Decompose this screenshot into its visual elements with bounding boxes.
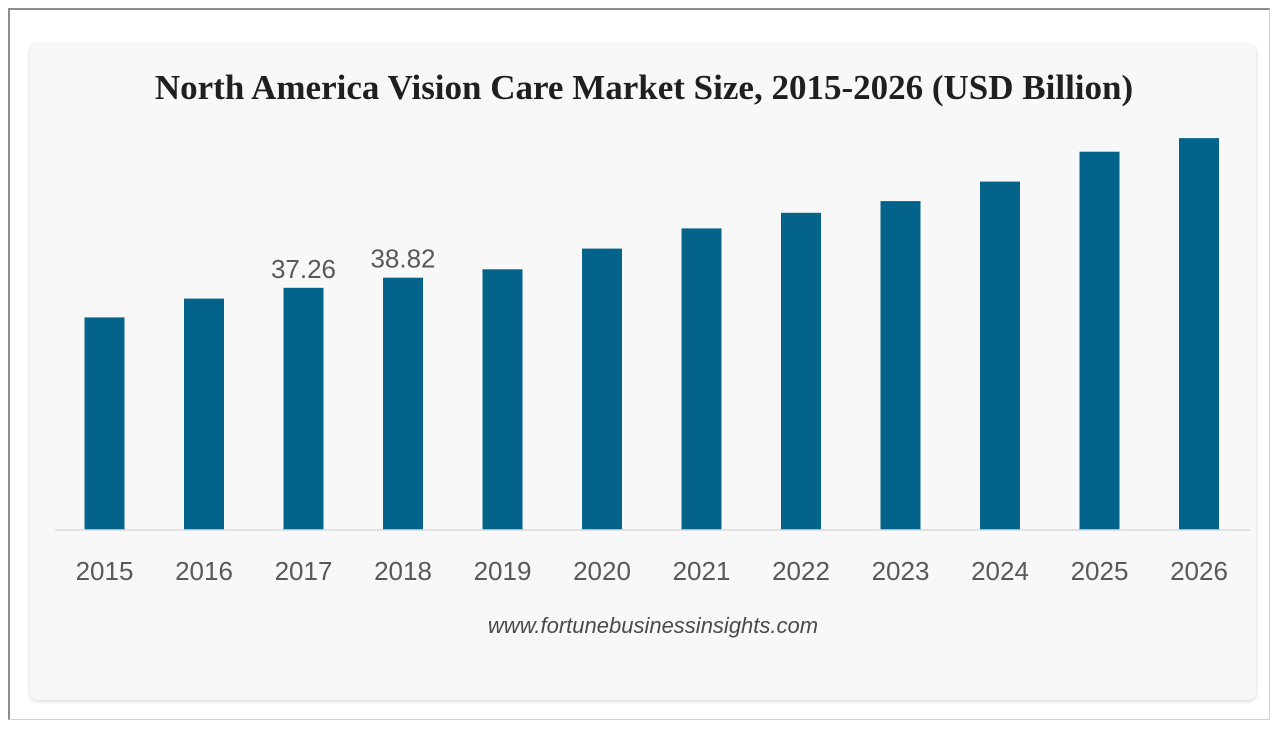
x-tick-label-2015: 2015 (76, 556, 134, 586)
x-tick-labels-group: 2015 2016 2017 2018 2019 2020 2021 2022 2023 2024… (76, 556, 1228, 586)
data-label-2018: 38.82 (370, 244, 435, 274)
x-tick-label-2019: 2019 (474, 556, 532, 586)
x-tick-label-2024: 2024 (971, 556, 1029, 586)
bar-2016 (184, 298, 224, 530)
bar-2021 (681, 228, 722, 530)
x-tick-label-2017: 2017 (275, 556, 333, 586)
x-tick-label-2020: 2020 (573, 556, 631, 586)
source-url: www.fortunebusinessinsights.com (487, 613, 819, 638)
chart-title: North America Vision Care Market Size, 2… (154, 68, 1134, 107)
x-tick-label-2025: 2025 (1071, 556, 1129, 586)
bar-2024 (980, 181, 1020, 530)
x-tick-label-2023: 2023 (872, 556, 930, 586)
bar-2023 (880, 201, 921, 530)
bar-2020 (582, 248, 622, 530)
chart-card (30, 44, 1256, 700)
data-label-2017: 37.26 (271, 254, 336, 284)
x-tick-label-2018: 2018 (374, 556, 432, 586)
x-tick-label-2021: 2021 (673, 556, 731, 586)
bar-2025 (1079, 151, 1120, 530)
x-tick-label-2022: 2022 (772, 556, 830, 586)
bars-group (84, 138, 1219, 531)
x-tick-label-2016: 2016 (175, 556, 233, 586)
data-labels-group: 37.26 38.82 (271, 244, 436, 284)
bar-2017 (283, 287, 324, 530)
x-tick-label-2026: 2026 (1170, 556, 1228, 586)
bar-2019 (482, 269, 523, 530)
bar-2026 (1179, 138, 1219, 530)
bar-2022 (781, 212, 821, 531)
bar-2018 (383, 277, 423, 530)
bar-2015 (84, 317, 125, 530)
